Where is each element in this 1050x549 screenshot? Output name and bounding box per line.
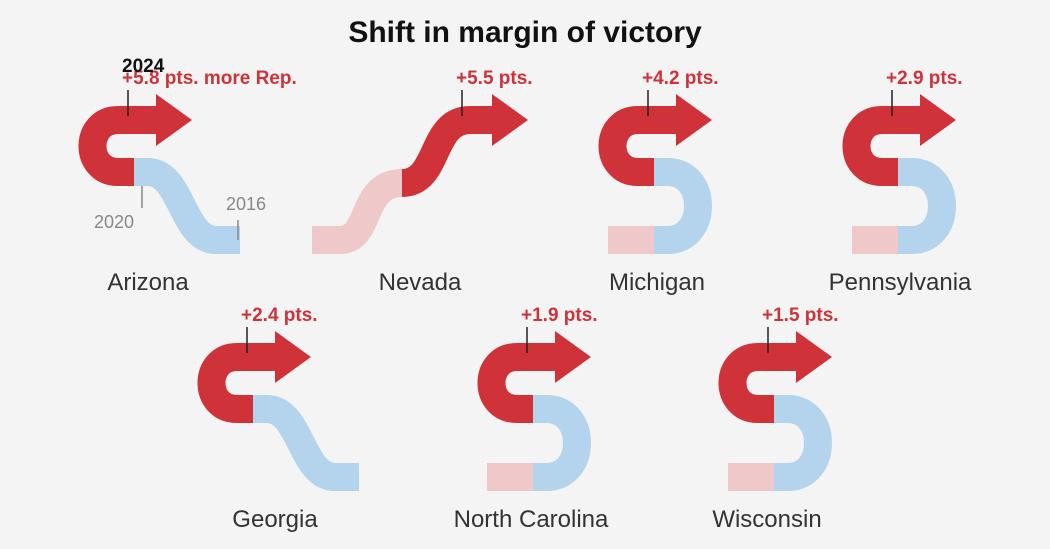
chart-title: Shift in margin of victory [348, 16, 702, 49]
arrowhead-2024 [796, 331, 832, 383]
state-label: Georgia [232, 506, 318, 533]
segment-2024 [718, 343, 798, 423]
state-glyph-wisconsin [718, 327, 832, 491]
shift-label: +2.9 pts. [886, 68, 963, 89]
shift-label: +1.9 pts. [521, 305, 598, 326]
state-label: Wisconsin [712, 506, 821, 533]
segment-2024 [78, 106, 158, 186]
segment-2020 [253, 395, 357, 491]
state-glyph-nevada [312, 90, 528, 254]
segment-2024 [400, 106, 492, 197]
segment-2020 [337, 169, 404, 254]
legend-2024-label: 2024 [122, 56, 165, 77]
state-label: Arizona [107, 269, 189, 296]
state-glyph-north-carolina [477, 327, 591, 491]
state-label: Michigan [609, 269, 705, 296]
state-glyph-arizona [78, 90, 240, 254]
state-glyph-pennsylvania [842, 90, 956, 254]
arrowhead-2024 [492, 94, 528, 146]
legend-2016-label: 2016 [226, 194, 266, 214]
segment-2020 [898, 158, 956, 254]
shift-label: +4.2 pts. [642, 68, 719, 89]
segment-2024 [197, 343, 277, 423]
arrowhead-2024 [920, 94, 956, 146]
segment-2020 [134, 158, 238, 254]
arrowhead-2024 [676, 94, 712, 146]
state-glyph-georgia [197, 327, 359, 491]
arrowhead-2024 [275, 331, 311, 383]
segment-2024 [477, 343, 557, 423]
arrowhead-2024 [156, 94, 192, 146]
segment-2020 [774, 395, 832, 491]
segment-2024 [598, 106, 678, 186]
shift-label: +5.5 pts. [456, 68, 533, 89]
state-label: North Carolina [454, 506, 609, 533]
arrowhead-2024 [555, 331, 591, 383]
shift-label: +5.8 pts. more Rep. [122, 68, 297, 89]
segment-2020 [533, 395, 591, 491]
legend-2020-label: 2020 [94, 212, 134, 232]
shift-label: +1.5 pts. [762, 305, 839, 326]
state-label: Pennsylvania [829, 269, 972, 296]
segment-2020 [654, 158, 712, 254]
segment-2024 [842, 106, 922, 186]
state-label: Nevada [379, 269, 462, 296]
shift-label: +2.4 pts. [241, 305, 318, 326]
state-glyph-michigan [598, 90, 712, 254]
